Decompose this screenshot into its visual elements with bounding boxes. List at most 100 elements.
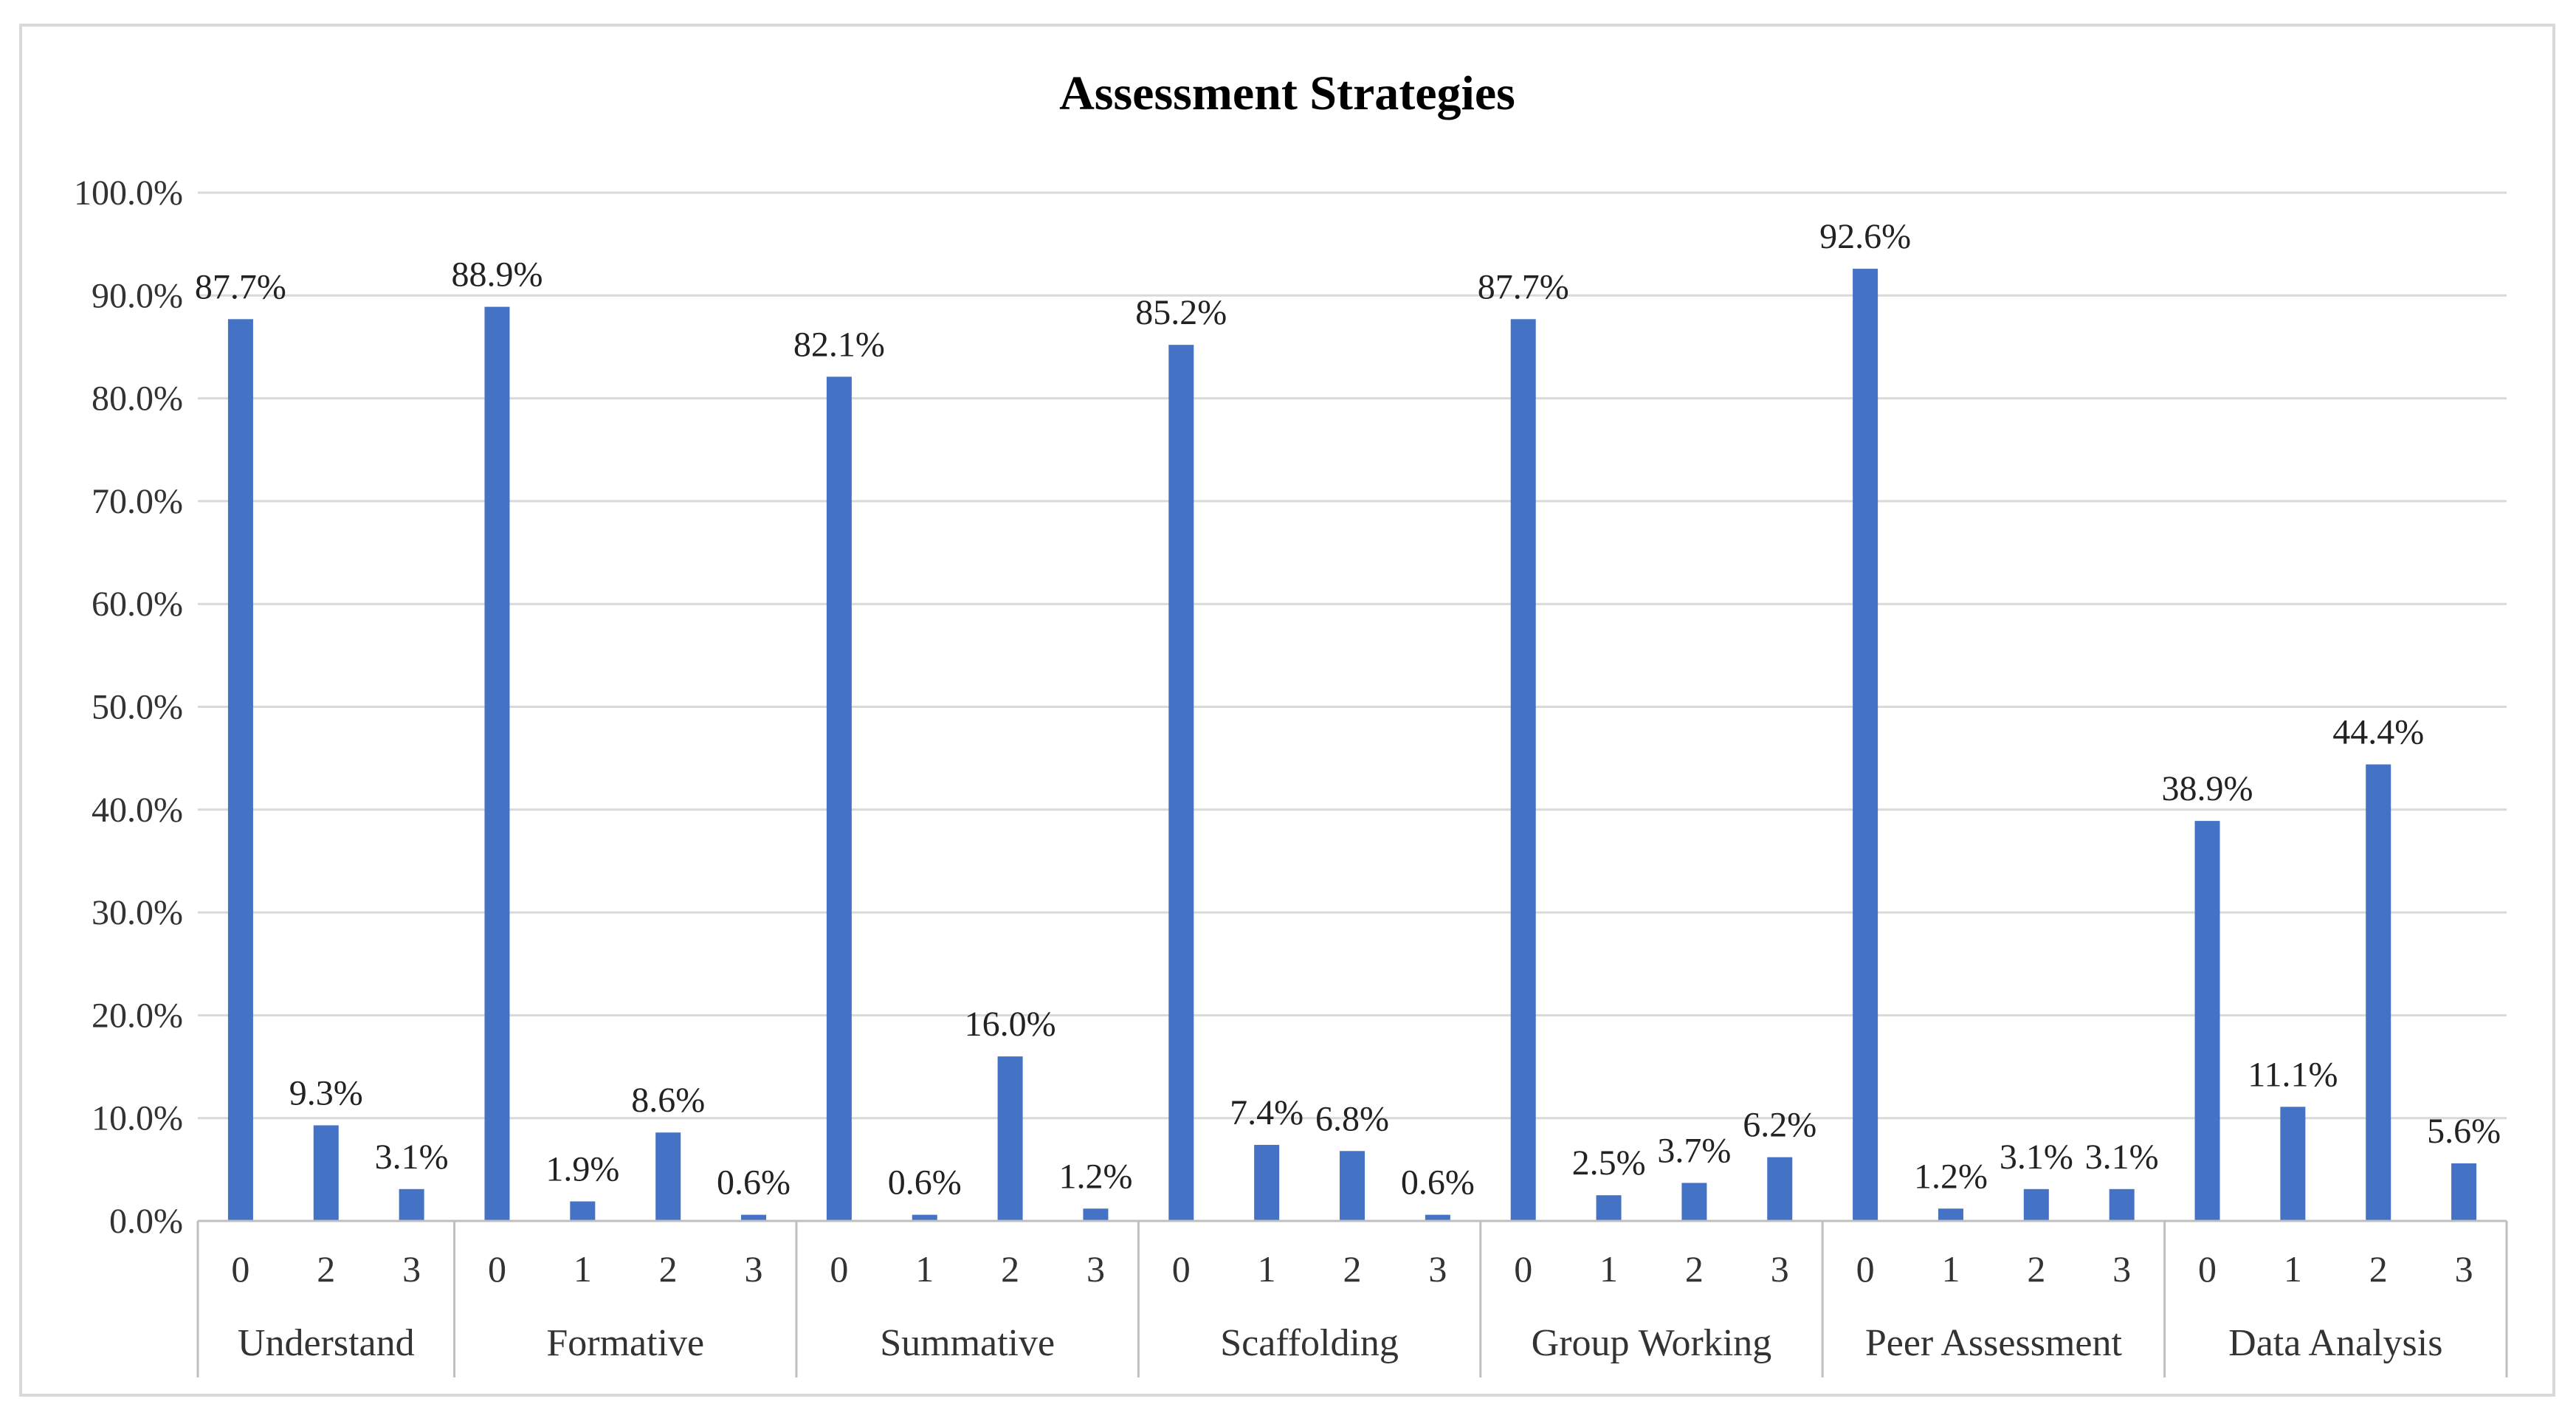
x-category-label: 3: [1086, 1248, 1105, 1290]
x-group-label: Data Analysis: [2228, 1322, 2442, 1364]
x-category-label: 3: [1428, 1248, 1447, 1290]
data-label: 1.2%: [1058, 1157, 1132, 1196]
x-category-label: 2: [1001, 1248, 1019, 1290]
data-label: 6.2%: [1743, 1106, 1816, 1145]
x-category-label: 1: [1941, 1248, 1960, 1290]
data-label: 3.1%: [375, 1138, 449, 1177]
bar: [2194, 821, 2220, 1221]
data-label: 82.1%: [793, 325, 885, 364]
bar: [1254, 1144, 1280, 1221]
bar: [2109, 1188, 2135, 1221]
data-label: 11.1%: [2248, 1055, 2338, 1094]
bar: [1596, 1195, 1622, 1221]
x-category-label: 0: [1856, 1248, 1875, 1290]
bar: [1938, 1208, 1963, 1221]
bar: [1767, 1157, 1793, 1221]
x-category-label: 2: [2369, 1248, 2388, 1290]
data-label: 9.3%: [289, 1073, 363, 1112]
data-label: 92.6%: [1819, 217, 1911, 256]
bar: [313, 1125, 339, 1221]
y-tick-label: 40.0%: [92, 791, 183, 830]
data-label: 8.6%: [631, 1081, 705, 1120]
data-label: 87.7%: [195, 267, 286, 306]
x-group-label: Group Working: [1532, 1322, 1772, 1364]
data-label: 7.4%: [1230, 1093, 1304, 1132]
x-axis: 0 2 3 Understand 0 1 2 3 Formative 0 1 2 3 Summative 0…: [196, 1219, 2508, 1377]
x-group-label: Summative: [880, 1322, 1055, 1364]
y-tick-label: 10.0%: [92, 1099, 183, 1138]
bar: [1083, 1208, 1109, 1221]
x-category-label: 3: [1771, 1248, 1789, 1290]
data-label: 3.7%: [1657, 1131, 1731, 1170]
y-axis-tick-labels: 0.0% 10.0% 20.0% 30.0% 40.0% 50.0% 60.0% 70.0% 8…: [74, 173, 183, 1241]
x-category-label: 1: [2284, 1248, 2302, 1290]
x-category-label: 1: [574, 1248, 592, 1290]
x-group-label: Scaffolding: [1220, 1322, 1399, 1364]
bar: [1340, 1151, 1365, 1221]
data-label: 1.2%: [1914, 1157, 1988, 1196]
bar: [2023, 1188, 2049, 1221]
x-group-label: Peer Assessment: [1865, 1322, 2123, 1364]
data-label: 1.9%: [545, 1150, 619, 1189]
bar: [826, 376, 852, 1222]
y-tick-label: 90.0%: [92, 276, 183, 315]
x-category-label: 2: [1685, 1248, 1704, 1290]
data-label: 3.1%: [2000, 1138, 2073, 1177]
data-label: 87.7%: [1478, 267, 1569, 306]
bar: [997, 1056, 1023, 1221]
data-label: 16.0%: [965, 1005, 1056, 1044]
x-category-label: 2: [659, 1248, 678, 1290]
bar: [741, 1214, 767, 1221]
bar: [1510, 319, 1536, 1221]
assessment-strategies-chart: Assessment Strategies 0.0% 10.0% 20.0% 30.0…: [74, 66, 2508, 1377]
data-label: 0.6%: [888, 1163, 962, 1202]
x-group-label: Understand: [238, 1322, 415, 1364]
x-category-label: 3: [2455, 1248, 2473, 1290]
bar: [912, 1214, 937, 1221]
y-tick-label: 60.0%: [92, 585, 183, 624]
data-label: 2.5%: [1572, 1143, 1646, 1183]
x-category-label: 1: [1258, 1248, 1276, 1290]
chart-frame: Assessment Strategies 0.0% 10.0% 20.0% 30.0…: [19, 24, 2555, 1397]
bar: [399, 1188, 424, 1221]
data-label: 3.1%: [2085, 1138, 2159, 1177]
x-category-label: 0: [488, 1248, 506, 1290]
x-category-label: 2: [2027, 1248, 2045, 1290]
data-label: 38.9%: [2162, 769, 2253, 808]
bar: [2280, 1107, 2306, 1221]
bar: [484, 306, 510, 1221]
gridlines: [198, 191, 2507, 1120]
bar: [1681, 1183, 1707, 1221]
bar: [2451, 1163, 2477, 1221]
x-category-label: 0: [1172, 1248, 1191, 1290]
data-label: 5.6%: [2427, 1112, 2501, 1151]
y-tick-label: 100.0%: [74, 173, 183, 213]
data-label: 0.6%: [717, 1163, 791, 1202]
x-category-label: 0: [1514, 1248, 1532, 1290]
x-category-label: 3: [2112, 1248, 2131, 1290]
x-category-label: 1: [1599, 1248, 1618, 1290]
x-category-label: 3: [745, 1248, 763, 1290]
data-label: 85.2%: [1135, 293, 1227, 332]
bar: [1168, 345, 1194, 1221]
bar: [1853, 269, 1878, 1221]
bars: [227, 269, 2477, 1222]
data-label: 6.8%: [1315, 1099, 1389, 1138]
bar: [227, 319, 253, 1221]
y-tick-label: 0.0%: [109, 1202, 183, 1241]
y-tick-label: 50.0%: [92, 688, 183, 727]
chart-title: Assessment Strategies: [1059, 66, 1515, 120]
y-tick-label: 80.0%: [92, 379, 183, 419]
bar: [1425, 1214, 1450, 1221]
x-category-label: 3: [402, 1248, 421, 1290]
x-category-label: 2: [1343, 1248, 1362, 1290]
x-group-label: Formative: [546, 1322, 704, 1364]
x-category-label: 0: [830, 1248, 848, 1290]
data-label: 44.4%: [2332, 713, 2424, 752]
bar: [655, 1132, 681, 1221]
bar: [570, 1201, 596, 1221]
x-category-label: 2: [317, 1248, 335, 1290]
data-label: 88.9%: [451, 255, 543, 295]
y-tick-label: 20.0%: [92, 996, 183, 1035]
y-tick-label: 30.0%: [92, 893, 183, 932]
